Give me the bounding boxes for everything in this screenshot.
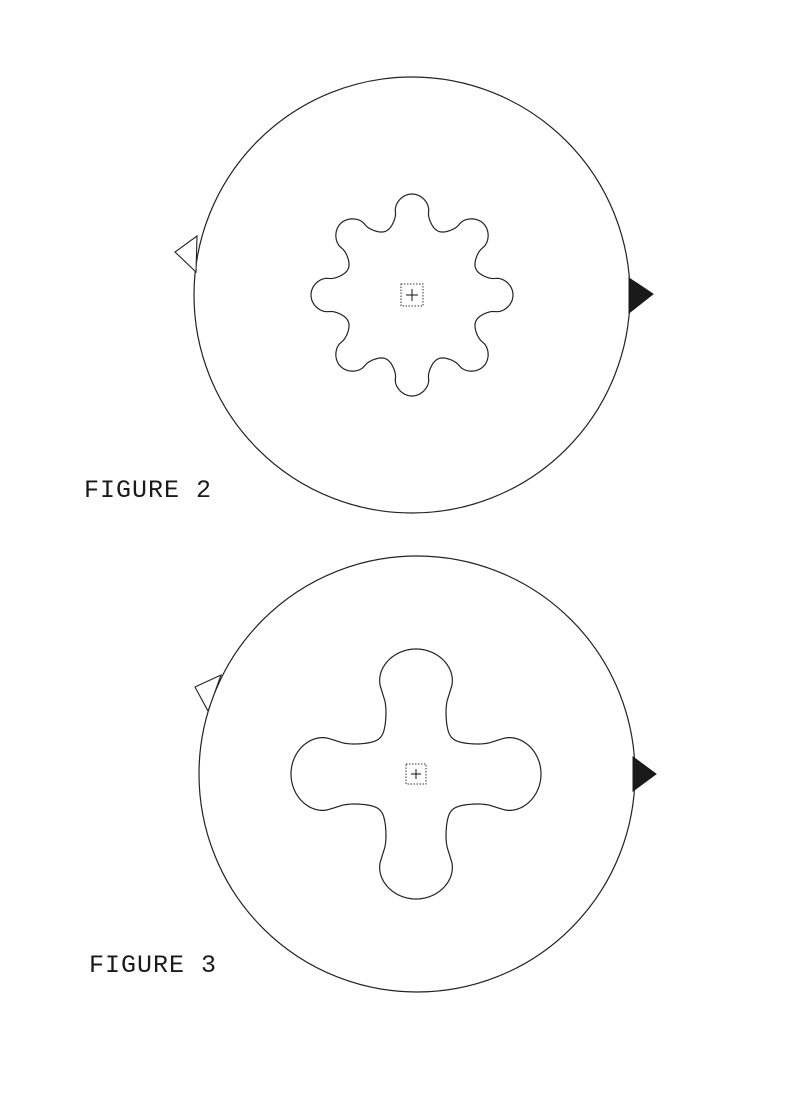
lobed-opening-fig3 xyxy=(290,648,542,900)
center-box-fig3 xyxy=(405,763,427,785)
figure-3-caption: FIGURE 3 xyxy=(89,951,218,980)
solid-triangle-icon xyxy=(628,277,654,315)
open-triangle-icon xyxy=(194,673,222,713)
figure-2-caption: FIGURE 2 xyxy=(84,476,213,505)
lobed-opening-fig2 xyxy=(310,193,514,397)
open-triangle-icon xyxy=(174,234,198,274)
figure-2 xyxy=(174,76,654,514)
figure-3 xyxy=(194,555,657,993)
center-box-fig2 xyxy=(400,283,424,307)
solid-triangle-icon xyxy=(632,756,657,792)
